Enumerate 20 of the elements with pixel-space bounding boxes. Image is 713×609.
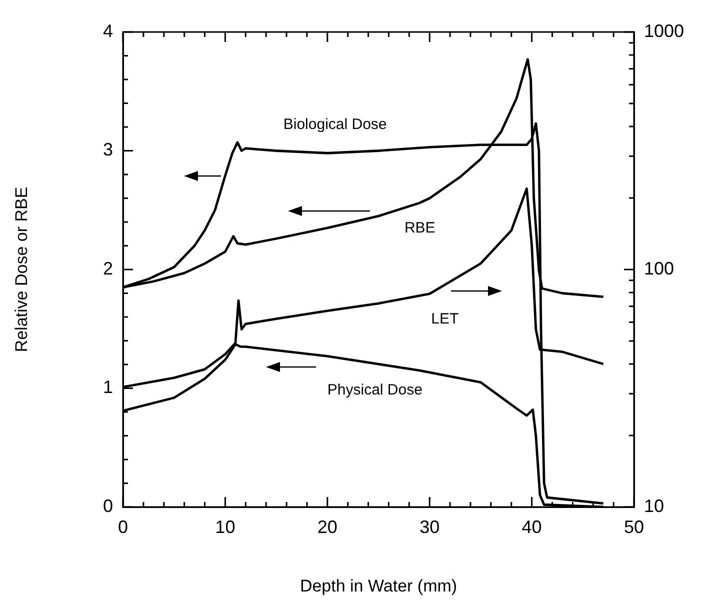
y-tick-label: 4 [102, 20, 113, 41]
x-axis-title: Depth in Water (mm) [300, 576, 458, 596]
x-tick-label: 50 [624, 516, 644, 537]
y-tick-label: 2 [102, 258, 113, 278]
series-label: Physical Dose [327, 381, 422, 398]
y2-tick-label: 100 [644, 258, 674, 278]
series-label: Biological Dose [283, 116, 387, 134]
series-label: RBE [404, 219, 436, 236]
x-tick-label: 30 [420, 516, 440, 537]
y-tick-label: 0 [102, 496, 113, 516]
y2-tick-label: 10 [644, 496, 664, 516]
y-axis-title: Relative Dose or RBE [12, 186, 31, 352]
x-tick-label: 40 [522, 516, 542, 537]
x-tick-label: 0 [118, 516, 128, 537]
y-tick-label: 1 [102, 377, 113, 398]
x-tick-label: 20 [317, 516, 338, 537]
series-label: LET [431, 310, 459, 328]
x-tick-label: 10 [215, 516, 236, 537]
y2-tick-label: 1000 [644, 20, 684, 41]
y-tick-label: 3 [102, 140, 113, 160]
